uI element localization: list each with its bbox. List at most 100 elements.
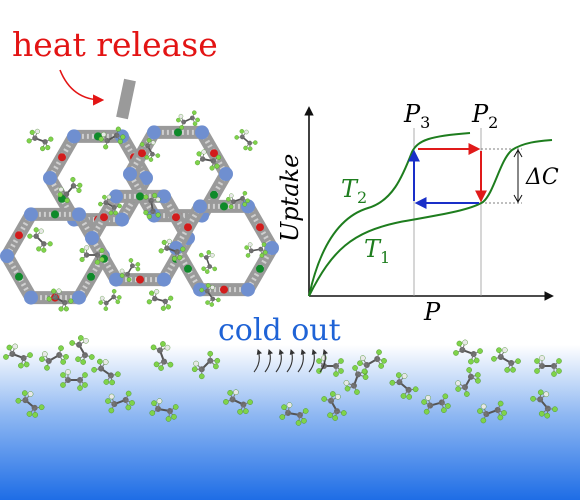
framework-node — [109, 189, 123, 204]
framework-metal-site — [174, 128, 182, 137]
refrigerant-molecule-icon — [279, 402, 309, 426]
refrigerant-molecule-icon — [176, 110, 200, 130]
refrigerant-molecule-icon — [491, 347, 521, 373]
framework-metal-site — [256, 264, 264, 273]
framework-metal-site — [136, 192, 144, 201]
framework-node — [115, 212, 129, 227]
refrigerant-molecule-icon — [57, 177, 83, 203]
refrigerant-molecule-icon — [69, 335, 95, 365]
refrigerant-molecule-icon — [27, 227, 53, 253]
refrigerant-molecule-icon — [143, 192, 161, 220]
refrigerant-molecule-icon — [91, 358, 121, 386]
refrigerant-molecule-icon — [455, 367, 481, 397]
framework-metal-site — [100, 213, 108, 222]
cold-out-label: cold out — [218, 313, 341, 348]
refrigerant-molecule-icon — [98, 289, 122, 311]
framework-node — [157, 272, 171, 287]
framework-metal-site — [256, 223, 264, 232]
refrigerant-molecule-icon — [321, 391, 347, 421]
refrigerant-molecule-icon — [191, 350, 221, 380]
framework-node — [123, 167, 137, 181]
p3-label: P3 — [403, 100, 430, 132]
refrigerant-molecule-icon — [146, 289, 174, 311]
framework-strut — [116, 78, 136, 120]
refrigerant-molecule-icon — [119, 258, 141, 282]
t2-label: T2 — [341, 175, 367, 207]
refrigerant-molecule-icon — [3, 343, 33, 369]
refrigerant-molecule-icon — [139, 138, 161, 162]
framework-node — [85, 231, 99, 245]
refrigerant-molecule-icon — [477, 400, 507, 424]
isotherm-t1-curve — [308, 139, 553, 297]
heat-release-label: heat release — [12, 25, 218, 64]
refrigerant-molecule-icon — [226, 190, 250, 210]
refrigerant-molecule-icon — [198, 250, 218, 274]
uptake-axis-label: Uptake — [276, 154, 304, 242]
framework-metal-site — [220, 285, 228, 294]
isotherm-plot: Uptake P P3 P2 T2 T1 ΔC — [276, 100, 559, 326]
framework-metal-site — [184, 264, 192, 273]
refrigerant-molecule-icon — [149, 398, 179, 422]
framework-metal-site — [51, 210, 59, 219]
refrigerant-molecule-icon — [26, 128, 54, 152]
framework-metal-site — [15, 272, 23, 281]
refrigerant-molecule-icon — [453, 339, 483, 365]
refrigerant-molecule-icon — [234, 129, 258, 151]
refrigerant-molecule-icon — [421, 393, 451, 415]
refrigerant-molecule-icon — [150, 341, 174, 371]
refrigerant-molecule-icon — [389, 372, 419, 400]
framework-metal-site — [138, 149, 146, 158]
framework-metal-site — [15, 231, 23, 240]
refrigerant-molecule-icon — [343, 365, 369, 395]
framework-node — [139, 171, 153, 185]
refrigerant-molecule-icon — [98, 126, 126, 150]
refrigerant-molecule-icon — [98, 194, 122, 216]
isotherm-t2-curve — [308, 132, 471, 297]
framework-node — [219, 167, 233, 181]
framework-metal-site — [58, 153, 66, 162]
delta-c-head-bot — [513, 194, 523, 204]
framework-node — [147, 125, 161, 140]
heat-arrow-icon — [59, 69, 105, 106]
framework-node — [72, 207, 86, 222]
delta-c-head-top — [513, 148, 523, 158]
refrigerant-molecule-icon — [15, 390, 45, 418]
refrigerant-molecule-icon — [223, 389, 253, 415]
framework-node — [0, 249, 14, 263]
delta-c-label: ΔC — [525, 165, 559, 190]
refrigerant-molecule-icon — [244, 242, 268, 258]
framework-node — [24, 290, 38, 305]
framework-node — [265, 241, 279, 255]
framework-metal-site — [210, 190, 218, 199]
refrigerant-molecule-icon — [39, 345, 69, 371]
refrigerant-molecule-icon — [199, 283, 221, 307]
pressure-axis-label: P — [423, 298, 441, 326]
refrigerant-molecule-icon — [60, 369, 88, 391]
t1-label: T1 — [364, 235, 390, 267]
framework-metal-site — [172, 213, 180, 222]
framework-metal-site — [184, 223, 192, 232]
refrigerant-molecule-icon — [105, 390, 135, 414]
refrigerant-molecule-icon — [158, 238, 186, 262]
framework-node — [195, 125, 209, 140]
framework-node — [241, 282, 255, 297]
framework-node — [24, 207, 38, 222]
liquid-molecules — [3, 335, 562, 426]
framework-node — [193, 199, 207, 214]
guest-molecules — [26, 110, 268, 312]
refrigerant-molecule-icon — [194, 149, 222, 171]
refrigerant-molecule-icon — [79, 245, 105, 265]
refrigerant-molecule-icon — [46, 288, 74, 312]
framework-node — [109, 272, 123, 287]
refrigerant-molecule-icon — [530, 389, 558, 419]
mof-framework-icon — [0, 78, 279, 305]
framework-node — [72, 290, 86, 305]
rising-vapor-icon — [253, 348, 328, 373]
p2-label: P2 — [471, 100, 498, 132]
refrigerant-molecule-icon — [534, 355, 562, 377]
framework-metal-site — [210, 149, 218, 158]
framework-metal-site — [220, 202, 228, 211]
framework-node — [67, 129, 81, 144]
